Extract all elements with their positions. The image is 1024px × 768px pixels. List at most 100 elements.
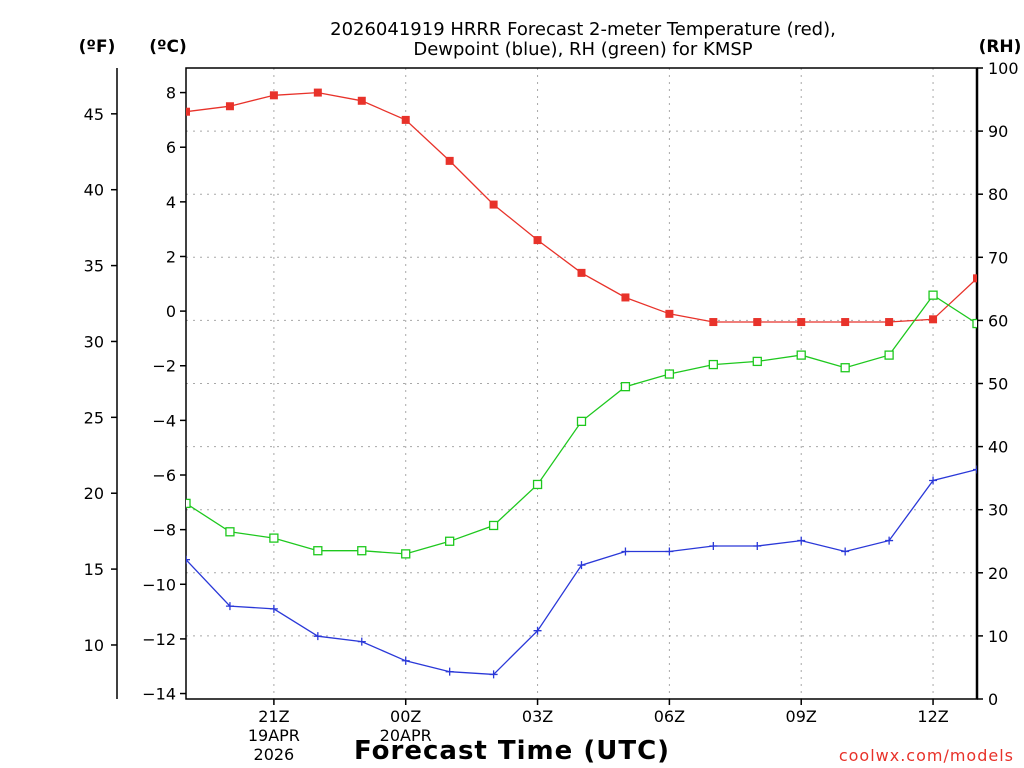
dewpoint-point: [357, 637, 366, 646]
2-meter-temperature-point: [665, 309, 674, 318]
series-layer: [186, 88, 977, 679]
rh-point: [186, 498, 191, 509]
celsius-tick-label: 2: [166, 247, 176, 266]
dewpoint-point: [973, 465, 977, 474]
fahrenheit-tick-label: 45: [84, 105, 104, 124]
x-tick-label: 06Z: [654, 707, 685, 726]
dewpoint-point: [313, 632, 322, 641]
rh-tick-label: 0: [988, 690, 998, 709]
x-tick-label: 03Z: [522, 707, 553, 726]
rh-tick-label: 70: [988, 248, 1008, 267]
rh-point: [269, 533, 279, 543]
rh-point: [313, 546, 323, 556]
fahrenheit-tick-label: 35: [84, 257, 104, 276]
2-meter-temperature-point: [885, 318, 894, 327]
dewpoint-point: [269, 604, 278, 613]
axes: 454035302520151086420−2−4−6−8−10−12−1410…: [84, 59, 1019, 764]
rh-point: [357, 546, 367, 556]
2-meter-temperature-point: [401, 115, 410, 124]
celsius-tick-label: −8: [152, 521, 176, 540]
rh-point: [401, 549, 411, 559]
celsius-tick-label: −14: [142, 685, 176, 704]
rh-point: [445, 536, 455, 546]
rh-tick-label: 40: [988, 438, 1008, 457]
dewpoint-point: [885, 536, 894, 545]
2-meter-temperature-point: [841, 318, 850, 327]
rh-point: [884, 350, 894, 360]
dewpoint-point: [929, 476, 938, 485]
rh-tick-label: 100: [988, 59, 1019, 78]
2-meter-temperature-series-line: [186, 91, 977, 323]
2-meter-temperature-point: [753, 318, 762, 327]
rh-point: [576, 416, 587, 427]
rh-point: [840, 363, 850, 373]
rh-tick-label: 20: [988, 564, 1008, 583]
rh-point: [664, 369, 675, 379]
x-tick-label: 21Z: [258, 707, 289, 726]
dewpoint-point: [186, 555, 190, 564]
2-meter-temperature-point: [357, 96, 366, 105]
fahrenheit-tick-label: 15: [84, 560, 104, 579]
celsius-tick-label: −2: [152, 357, 176, 376]
rh-point: [488, 520, 499, 531]
fahrenheit-tick-label: 20: [84, 484, 104, 503]
fahrenheit-tick-label: 10: [84, 636, 104, 655]
rh-tick-label: 90: [988, 122, 1008, 141]
rh-tick-label: 50: [988, 375, 1008, 394]
2-meter-temperature-point: [313, 88, 322, 97]
celsius-unit-label: (ºC): [149, 37, 187, 57]
dewpoint-point: [577, 561, 586, 570]
rh-point: [708, 359, 718, 370]
x-tick-year-label: 2026: [254, 745, 295, 764]
x-tick-date-label: 19APR: [248, 726, 300, 745]
2-meter-temperature-point: [269, 91, 278, 100]
fahrenheit-tick-label: 40: [84, 181, 104, 200]
x-tick-label: 09Z: [786, 707, 817, 726]
rh-tick-label: 80: [988, 185, 1008, 204]
rh-point: [796, 350, 806, 360]
celsius-tick-label: −10: [142, 575, 176, 594]
2-meter-temperature-point: [577, 268, 586, 277]
rh-point: [225, 527, 235, 537]
x-tick-label: 00Z: [390, 707, 421, 726]
chart-title-line2: Dewpoint (blue), RH (green) for KMSP: [413, 39, 752, 60]
2-meter-temperature-point: [445, 156, 454, 165]
fahrenheit-unit-label: (ºF): [79, 37, 116, 57]
celsius-tick-label: −12: [142, 630, 176, 649]
fahrenheit-tick-label: 25: [84, 408, 104, 427]
dewpoint-point: [797, 536, 806, 545]
rh-tick-label: 30: [988, 501, 1008, 520]
2-meter-temperature-point: [797, 318, 806, 327]
celsius-tick-label: −6: [152, 466, 176, 485]
dewpoint-point: [753, 542, 762, 551]
rh-point: [752, 356, 762, 367]
2-meter-temperature-point: [533, 236, 542, 245]
x-axis-title: Forecast Time (UTC): [354, 736, 670, 766]
celsius-tick-label: 6: [166, 138, 176, 157]
2-meter-temperature-point: [973, 274, 977, 283]
celsius-tick-label: 8: [166, 84, 176, 103]
fahrenheit-tick-label: 30: [84, 332, 104, 351]
grid: [186, 68, 977, 699]
dewpoint-point: [489, 670, 498, 679]
x-tick-label: 12Z: [917, 707, 948, 726]
chart-title-line1: 2026041919 HRRR Forecast 2-meter Tempera…: [330, 19, 836, 40]
dewpoint-point: [621, 547, 630, 556]
rh-point: [928, 290, 938, 300]
dewpoint-series-line: [186, 468, 977, 676]
celsius-tick-label: −4: [152, 411, 176, 430]
2-meter-temperature-point: [489, 200, 498, 209]
dewpoint-point: [401, 656, 410, 665]
2-meter-temperature-point: [929, 315, 938, 324]
2-meter-temperature-point: [186, 107, 190, 116]
2-meter-temperature-point: [709, 318, 718, 327]
rh-point: [532, 479, 543, 490]
rh-point: [972, 318, 977, 329]
dewpoint-point: [709, 542, 718, 551]
2-meter-temperature-point: [621, 293, 630, 302]
2-meter-temperature-point: [225, 102, 234, 111]
rh-tick-label: 60: [988, 311, 1008, 330]
celsius-tick-label: 4: [166, 193, 176, 212]
dewpoint-point: [841, 547, 850, 556]
